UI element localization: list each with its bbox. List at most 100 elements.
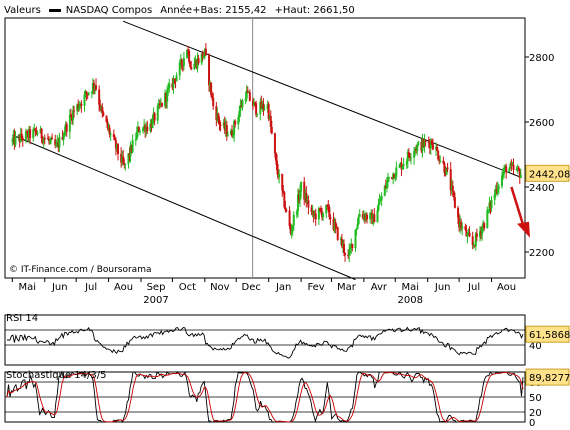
candle-body xyxy=(318,208,321,210)
candle xyxy=(259,97,262,121)
candle-body xyxy=(299,191,302,201)
candle xyxy=(240,100,243,108)
candle-body xyxy=(204,48,207,55)
candle-body xyxy=(457,207,460,218)
candle-body xyxy=(130,145,133,152)
candle xyxy=(239,98,242,117)
candle xyxy=(95,78,98,92)
candle xyxy=(196,52,199,73)
candle-body xyxy=(452,191,455,198)
candle-body xyxy=(211,95,214,98)
candle xyxy=(369,212,372,224)
candle xyxy=(465,224,468,237)
candle xyxy=(158,99,161,109)
candle xyxy=(437,149,440,161)
trend-line xyxy=(12,134,356,281)
candle xyxy=(480,226,483,240)
candle xyxy=(285,208,288,213)
candle-body xyxy=(215,106,218,120)
candle xyxy=(402,158,405,170)
candle-body xyxy=(262,103,265,110)
candle-body xyxy=(253,102,256,106)
candle-body xyxy=(136,127,139,132)
month-label: Jun xyxy=(434,282,451,293)
candle-body xyxy=(35,131,38,134)
candle-body xyxy=(238,111,241,118)
candle xyxy=(379,195,382,202)
candle xyxy=(39,125,42,134)
candle xyxy=(451,180,454,197)
candle xyxy=(424,139,427,147)
candle-body xyxy=(156,106,159,121)
candle xyxy=(464,223,467,231)
candle xyxy=(41,136,44,145)
month-label: Dec xyxy=(242,282,261,293)
rsi-line xyxy=(7,326,524,359)
candle-body xyxy=(145,126,148,133)
candle-body xyxy=(56,142,59,145)
candle xyxy=(226,131,229,137)
candle-body xyxy=(490,199,493,209)
candle xyxy=(504,164,507,171)
candle-body xyxy=(223,122,226,131)
candle xyxy=(181,64,184,72)
candle-body xyxy=(311,211,314,213)
candle-body xyxy=(58,136,61,148)
candle-body xyxy=(427,142,430,144)
candle-body xyxy=(218,119,221,125)
candle-body xyxy=(503,168,506,174)
candle xyxy=(444,166,447,177)
candle-body xyxy=(392,173,395,179)
candle xyxy=(483,221,486,231)
candle xyxy=(342,239,345,257)
candle xyxy=(28,125,31,144)
candle-body xyxy=(399,163,402,166)
candle-body xyxy=(73,110,76,112)
candle xyxy=(380,192,383,207)
candle-body xyxy=(39,128,42,134)
candle xyxy=(178,59,181,81)
candle-body xyxy=(366,214,369,220)
candle xyxy=(511,161,514,167)
candle xyxy=(429,137,432,155)
candle-body xyxy=(472,245,475,247)
candle-body xyxy=(334,222,337,227)
candle-body xyxy=(42,138,45,143)
candle-body xyxy=(488,202,491,210)
candle xyxy=(350,238,353,254)
candle-body xyxy=(471,236,474,246)
candle xyxy=(124,163,127,171)
candle xyxy=(189,60,192,68)
candle xyxy=(195,59,198,70)
candle-body xyxy=(510,163,513,166)
candle xyxy=(413,147,416,165)
candle xyxy=(303,177,306,206)
candle xyxy=(255,100,258,118)
candle xyxy=(149,119,152,134)
candle-body xyxy=(332,219,335,230)
candle xyxy=(123,158,126,169)
candle-body xyxy=(203,48,206,56)
candle-body xyxy=(291,225,294,231)
candle xyxy=(333,217,336,234)
candle-body xyxy=(41,138,44,143)
candle-body xyxy=(260,101,263,109)
candle xyxy=(263,104,266,111)
candle-body xyxy=(409,157,412,159)
candle xyxy=(468,226,471,238)
candle-body xyxy=(290,230,293,234)
rsi-last-badge xyxy=(525,325,570,343)
stochastic-y-tick-label: 0 xyxy=(529,418,535,429)
candle-body xyxy=(194,60,197,64)
candle xyxy=(277,164,280,180)
candle xyxy=(238,105,241,123)
candle xyxy=(251,97,254,110)
candle-body xyxy=(231,130,234,137)
candle-body xyxy=(113,137,116,141)
candle xyxy=(55,139,58,148)
candle xyxy=(229,128,232,136)
stochastic-d-line xyxy=(6,371,524,423)
candle xyxy=(20,128,23,141)
candle xyxy=(489,200,492,215)
candle xyxy=(179,54,182,69)
